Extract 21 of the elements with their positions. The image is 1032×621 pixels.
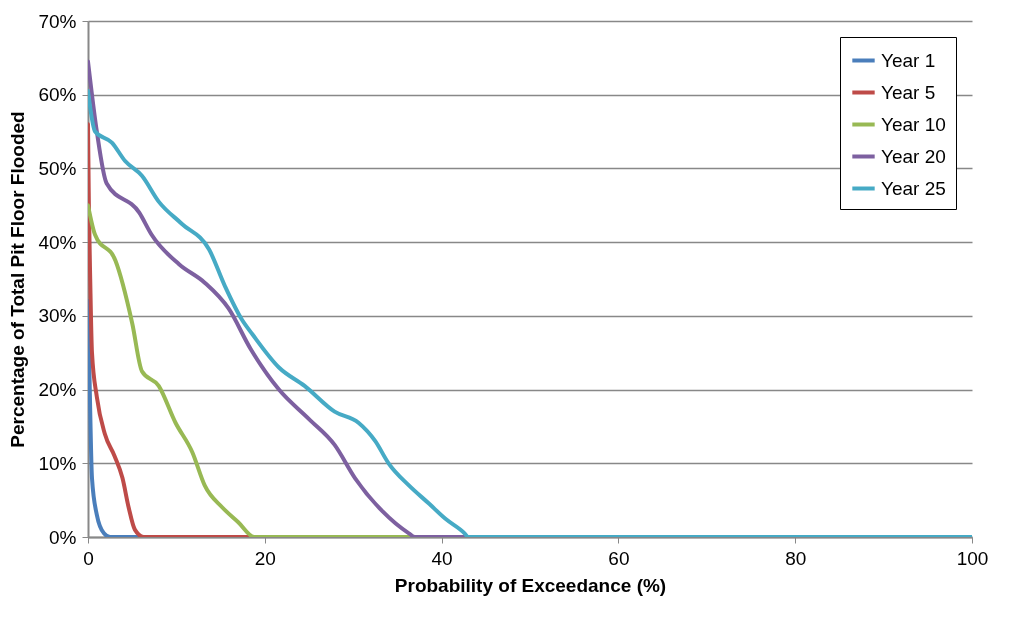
y-tick-label: 40% bbox=[38, 231, 77, 253]
y-tick-label: 0% bbox=[49, 526, 77, 548]
y-tick-label: 50% bbox=[38, 157, 77, 179]
x-tick-label: 60 bbox=[608, 547, 630, 569]
x-tick-label: 80 bbox=[785, 547, 807, 569]
x-tick-label: 20 bbox=[254, 547, 276, 569]
y-tick-label: 20% bbox=[38, 379, 77, 401]
legend-label: Year 20 bbox=[881, 145, 946, 167]
y-tick-label: 10% bbox=[38, 452, 77, 474]
y-tick-label: 30% bbox=[38, 305, 77, 327]
legend-label: Year 10 bbox=[881, 113, 946, 135]
x-tick-label: 0 bbox=[83, 547, 94, 569]
legend-label: Year 25 bbox=[881, 177, 946, 199]
x-axis-title: Probability of Exceedance (%) bbox=[394, 574, 667, 596]
y-axis-title: Percentage of Total Pit Floor Flooded bbox=[7, 111, 29, 448]
y-tick-label: 60% bbox=[38, 84, 77, 106]
y-tick-label: 70% bbox=[38, 10, 77, 32]
legend-label: Year 5 bbox=[881, 81, 936, 103]
x-tick-label: 40 bbox=[431, 547, 453, 569]
legend-label: Year 1 bbox=[881, 49, 936, 71]
x-tick-label: 100 bbox=[956, 547, 989, 569]
